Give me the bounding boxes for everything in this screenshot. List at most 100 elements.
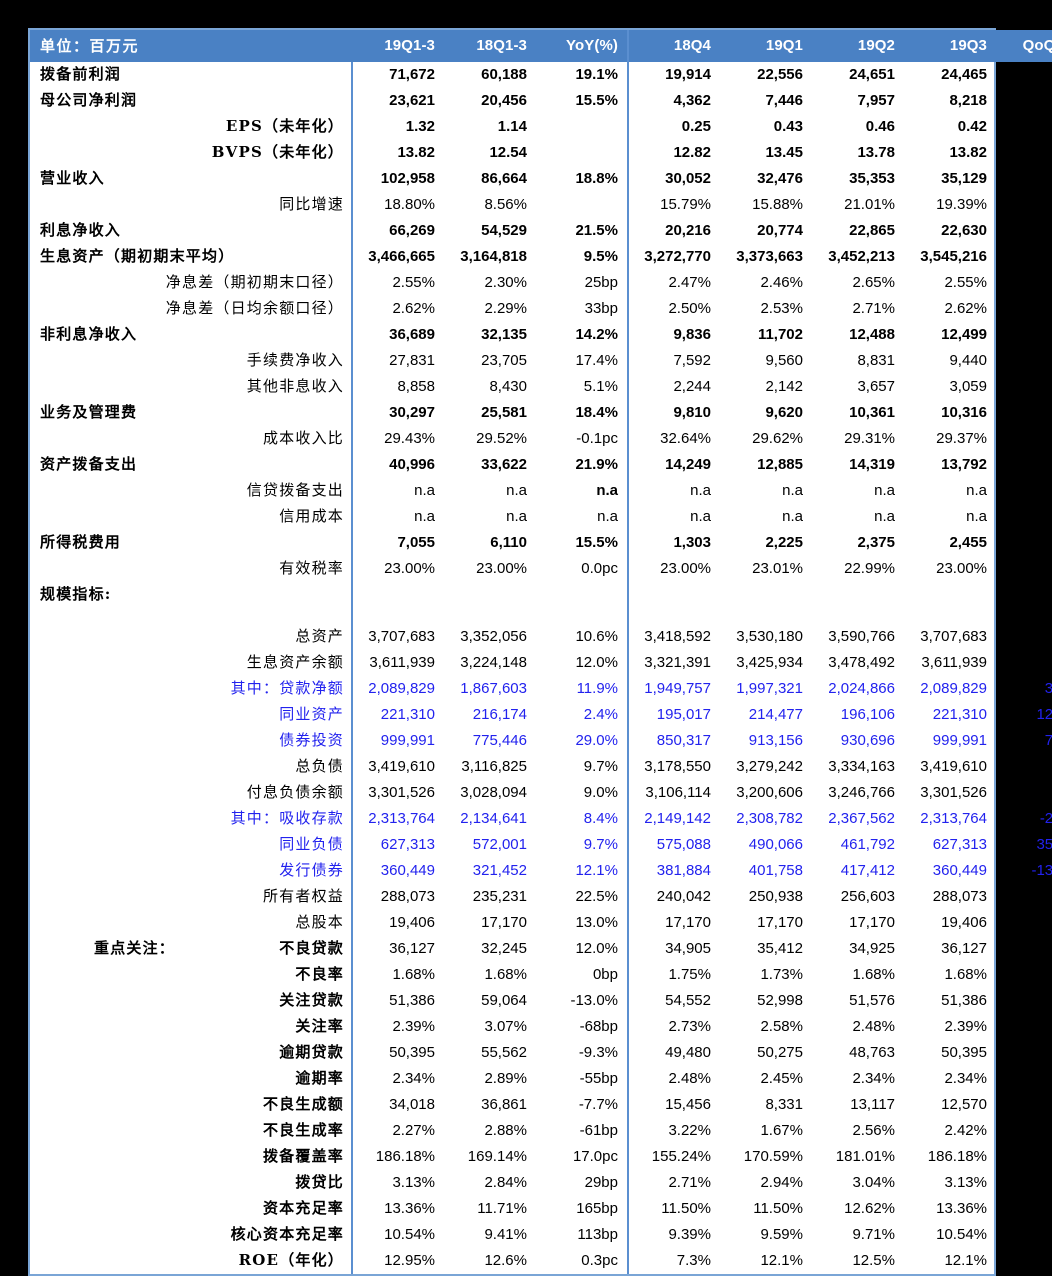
table-cell: 12.6%: [484, 1252, 527, 1269]
header-row: 单位：百万元 19Q1-3 18Q1-3 YoY(%) 18Q4 19Q1 19Q2 19Q…: [30, 30, 1052, 62]
table-cell: 23,621: [389, 92, 435, 109]
table-cell: 29.43%: [384, 430, 435, 447]
table-cell: 1.73%: [760, 966, 803, 983]
table-cell: 2.58%: [760, 1018, 803, 1035]
table-cell: [720, 582, 812, 608]
table-cell: -3.7%: [1039, 456, 1052, 473]
table-cell: 50,275: [757, 1044, 803, 1061]
table-row: 拨贷比 3.13% 2.84% 29bp 2.71% 2.94% 3.04% 3.13% 9bp: [30, 1170, 1052, 1196]
row-label: 净息差（期初期末口径）: [30, 270, 353, 296]
table-cell: 3,657: [857, 378, 895, 395]
table-cell: 7.3%: [627, 1248, 720, 1274]
row-label: 资本充足率: [30, 1196, 353, 1222]
table-cell: 3,028,094: [460, 784, 527, 801]
table-cell: 2,367,562: [828, 810, 895, 827]
row-label: 总股本: [30, 910, 353, 936]
row-label: 同业负债: [30, 832, 353, 858]
table-cell: -10bp: [1040, 274, 1052, 291]
table-cell: 23.00%: [936, 560, 987, 577]
row-label: 生息资产（期初期末平均）: [30, 244, 353, 270]
table-cell: -55bp: [579, 1070, 618, 1087]
table-cell: 216,174: [472, 706, 527, 723]
table-cell: 8,430: [489, 378, 527, 395]
table-cell: 1.68%: [392, 966, 435, 983]
table-cell: 12.54: [489, 144, 527, 161]
table-cell: -9bp: [996, 1014, 1052, 1040]
table-row: EPS（未年化） 1.32 1.14 0.25 0.43 0.46 0.42: [30, 114, 1052, 140]
table-cell: 9.7%: [583, 758, 618, 775]
column-header-18q1-3[interactable]: 18Q1-3: [444, 30, 536, 62]
table-cell: n.a: [874, 508, 895, 525]
table-cell: 2.45%: [760, 1070, 803, 1087]
table-cell: 381,884: [627, 858, 720, 884]
table-cell: 18.4%: [575, 404, 618, 421]
table-header: 单位：百万元 19Q1-3 18Q1-3 YoY(%) 18Q4 19Q1 19Q2 19Q…: [30, 30, 1052, 62]
table-cell: 3.13%: [392, 1174, 435, 1191]
table-cell: 2.42%: [944, 1122, 987, 1139]
table-cell: n.a: [874, 482, 895, 499]
table-cell: n.a: [996, 504, 1052, 530]
column-header-19q1[interactable]: 19Q1: [720, 30, 812, 62]
table-cell: 32,476: [757, 170, 803, 187]
table-cell: 33bp: [584, 300, 618, 317]
table-cell: 3,707,683: [368, 628, 435, 645]
table-cell: 3,611,939: [369, 654, 435, 671]
table-cell: 2.73%: [627, 1014, 720, 1040]
table-cell: 181.01%: [835, 1148, 895, 1165]
table-row: 所得税费用 7,055 6,110 15.5% 1,303 2,225 2,375 2,455…: [30, 530, 1052, 556]
table-cell: 12.62%: [844, 1200, 895, 1217]
table-cell: 3,301,526: [368, 784, 435, 801]
table-row: ROE（年化） 12.95% 12.6% 0.3pc 7.3% 12.1% 12.5% 12.…: [30, 1248, 1052, 1274]
column-header-19q2[interactable]: 19Q2: [812, 30, 904, 62]
table-cell: 13.78: [857, 144, 895, 161]
table-cell: 2.56%: [852, 1122, 895, 1139]
table-cell: 34,905: [627, 936, 720, 962]
table-cell: [996, 140, 1052, 166]
table-cell: 12.95%: [384, 1252, 435, 1269]
row-label: 成本收入比: [30, 426, 353, 452]
table-cell: -13.0%: [570, 992, 618, 1009]
table-cell: 23.01%: [752, 560, 803, 577]
table-cell: 9.5%: [583, 248, 618, 265]
table-row: 关注率 2.39% 3.07% -68bp 2.73% 2.58% 2.48% 2.39% -9…: [30, 1014, 1052, 1040]
column-header-18q4[interactable]: 18Q4: [627, 30, 720, 62]
row-label: 营业收入: [30, 166, 353, 192]
table-cell: 775,446: [472, 732, 527, 749]
table-cell: [996, 114, 1052, 140]
column-header-19q1-3[interactable]: 19Q1-3: [352, 30, 444, 62]
table-cell: 52,998: [757, 992, 803, 1009]
table-cell: 3,116,825: [461, 758, 527, 775]
table-cell: 7,055: [397, 534, 435, 551]
row-label: 关注率: [30, 1014, 353, 1040]
table-cell: 0.42: [957, 118, 987, 135]
table-cell: 59,064: [481, 992, 527, 1009]
column-header-yoy[interactable]: YoY(%): [536, 30, 628, 62]
financial-summary-sheet: 单位：百万元 19Q1-3 18Q1-3 YoY(%) 18Q4 19Q1 19Q2 19Q…: [28, 28, 1052, 1276]
table-cell: 2.34%: [392, 1070, 435, 1087]
table-cell: 1.68%: [944, 966, 987, 983]
table-cell: 19,406: [941, 914, 987, 931]
column-header-qoq[interactable]: QoQ(%): [996, 30, 1052, 62]
table-cell: 3,530,180: [736, 628, 803, 645]
table-cell: 11.9%: [576, 680, 618, 697]
table-cell: 12.1%: [760, 1252, 803, 1269]
row-label: 所得税费用: [30, 530, 353, 556]
table-cell: 32,135: [481, 326, 527, 343]
row-label: BVPS（未年化）: [30, 140, 353, 166]
table-cell: 3.4%: [1044, 534, 1052, 551]
table-cell: 1,997,321: [736, 680, 803, 697]
table-cell: 20,216: [627, 218, 720, 244]
table-cell: n.a: [627, 504, 720, 530]
table-cell: [536, 114, 628, 140]
table-cell: 20,774: [757, 222, 803, 239]
row-label: 逾期贷款: [30, 1040, 353, 1066]
table-cell: [904, 582, 996, 608]
table-cell: 288,073: [932, 888, 987, 905]
table-cell: 417,412: [840, 862, 895, 879]
row-label: 拨备覆盖率: [30, 1144, 353, 1170]
table-row: 生息资产（期初期末平均） 3,466,665 3,164,818 9.5% 3,272,…: [30, 244, 1052, 270]
table-cell: 321,452: [472, 862, 527, 879]
table-cell: 8.4%: [583, 810, 618, 827]
table-cell: 2.46%: [760, 274, 803, 291]
column-header-19q3[interactable]: 19Q3: [904, 30, 996, 62]
